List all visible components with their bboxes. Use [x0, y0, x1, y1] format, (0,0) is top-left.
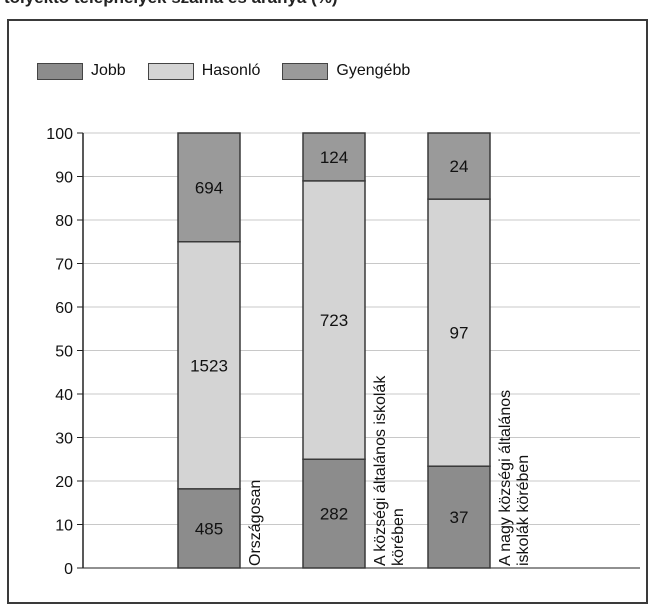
bar-segment-jobb — [427, 465, 491, 569]
y-tick-label: 70 — [55, 257, 73, 274]
legend-swatch-jobb — [37, 62, 83, 80]
bar-segment-gyengébb — [427, 132, 491, 200]
legend-swatch-gyengebb — [282, 62, 329, 80]
bar-value-label: 1523 — [190, 356, 228, 375]
category-label: körében — [390, 508, 407, 566]
bar-segment-hasonló — [427, 198, 491, 467]
legend-label-hasonlo: Hasonló — [201, 62, 261, 79]
category-label: A községi általános iskolák — [372, 375, 389, 566]
legend-label-jobb: Jobb — [91, 62, 126, 79]
bar-segment-jobb — [302, 458, 366, 569]
category-label: iskolák körében — [515, 455, 532, 566]
bar-segment-hasonló — [302, 180, 366, 460]
bar-value-label: 723 — [320, 311, 348, 330]
y-tick-label: 20 — [55, 474, 73, 491]
category-label: A nagy községi általános — [497, 390, 514, 566]
legend: Jobb Hasonló Gyengébb — [37, 62, 432, 80]
y-tick-label: 100 — [46, 126, 73, 143]
bar-value-label: 485 — [195, 519, 223, 538]
y-tick-label: 0 — [64, 561, 73, 578]
y-tick-label: 30 — [55, 431, 73, 448]
bar-value-label: 24 — [450, 157, 469, 176]
bar-segment-hasonló — [177, 241, 241, 490]
y-tick-label: 80 — [55, 213, 73, 230]
legend-label-gyengebb: Gyengébb — [336, 62, 411, 79]
y-tick-label: 10 — [55, 518, 73, 535]
legend-item-jobb: Jobb — [37, 62, 126, 80]
page-title: tolyekto telepnelyek szama es aranya (%) — [4, 0, 338, 8]
y-tick-label: 50 — [55, 344, 73, 361]
bar-segment-jobb — [177, 488, 241, 569]
category-label: Országosan — [247, 480, 264, 566]
y-tick-label: 60 — [55, 300, 73, 317]
bar-segment-gyengébb — [302, 132, 366, 182]
legend-item-gyengebb: Gyengébb — [282, 62, 410, 80]
bar-value-label: 37 — [450, 508, 469, 527]
bar-value-label: 124 — [320, 148, 348, 167]
bar-value-label: 694 — [195, 178, 223, 197]
bar-value-label: 97 — [450, 324, 469, 343]
legend-swatch-hasonlo — [147, 62, 194, 80]
bar-segment-gyengébb — [177, 132, 241, 243]
legend-item-hasonlo: Hasonló — [147, 62, 261, 80]
y-tick-label: 40 — [55, 387, 73, 404]
y-tick-label: 90 — [55, 170, 73, 187]
bar-value-label: 282 — [320, 505, 348, 524]
